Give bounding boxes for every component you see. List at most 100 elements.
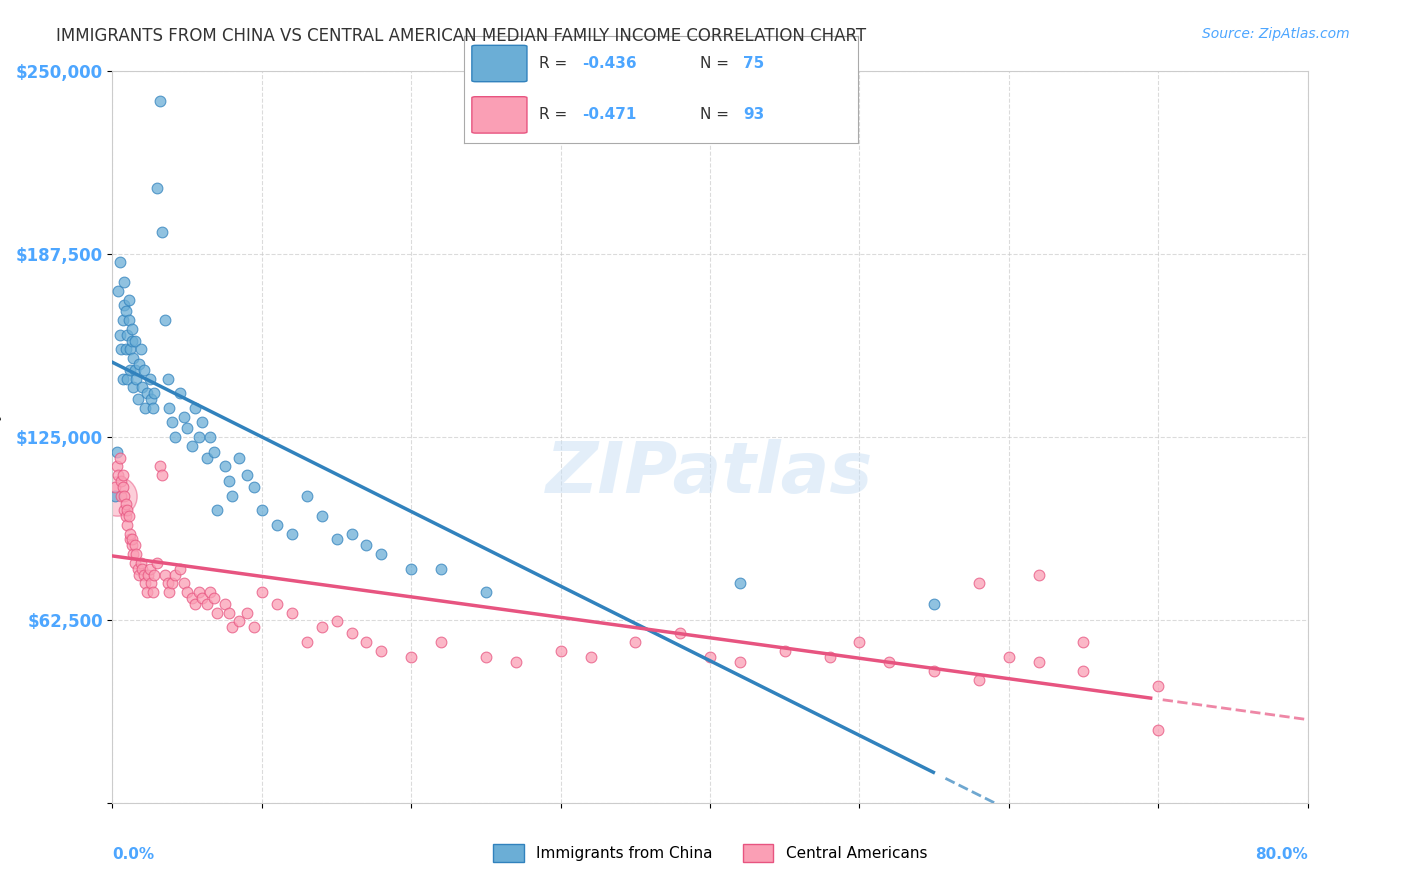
Central Americans [176,585,198,599]
Central Americans [1147,679,1170,693]
Central Americans [579,649,602,664]
Central Americans [624,635,647,649]
Text: 93: 93 [744,107,765,122]
Immigrants from China [356,538,378,552]
Text: 75: 75 [744,56,765,71]
Immigrants from China [115,343,138,357]
Immigrants from China [124,334,146,348]
Central Americans [818,649,841,664]
Central Americans [107,468,129,483]
Text: Source: ZipAtlas.com: Source: ZipAtlas.com [1202,27,1350,41]
Immigrants from China [121,322,143,336]
Central Americans [138,567,160,582]
Immigrants from China [266,517,288,532]
Central Americans [250,585,273,599]
Point [105,489,128,503]
Central Americans [221,620,243,634]
Central Americans [132,567,155,582]
Central Americans [139,562,162,576]
Central Americans [141,576,163,591]
Immigrants from China [475,585,498,599]
Central Americans [142,585,165,599]
Central Americans [1073,664,1095,678]
Immigrants from China [131,380,153,394]
Text: ZIPatlas: ZIPatlas [547,439,873,508]
Central Americans [699,649,721,664]
Immigrants from China [120,363,142,377]
Immigrants from China [142,401,165,415]
Immigrants from China [127,392,149,406]
Immigrants from China [173,409,195,424]
Y-axis label: Median Family Income: Median Family Income [0,344,1,530]
Central Americans [153,567,176,582]
Central Americans [266,597,288,611]
Immigrants from China [183,401,205,415]
Central Americans [117,517,139,532]
Immigrants from China [134,401,156,415]
Immigrants from China [340,526,363,541]
Central Americans [128,567,150,582]
Central Americans [505,656,527,670]
Immigrants from China [370,547,392,561]
Text: R =: R = [538,107,572,122]
Central Americans [110,474,132,488]
Central Americans [202,591,225,605]
Immigrants from China [228,450,250,465]
Immigrants from China [128,357,150,371]
Text: R =: R = [538,56,572,71]
Immigrants from China [922,597,945,611]
Central Americans [214,597,236,611]
Central Americans [121,538,143,552]
Immigrants from China [124,363,146,377]
Immigrants from China [191,416,214,430]
Immigrants from China [111,371,134,385]
Central Americans [998,649,1021,664]
Immigrants from China [401,562,423,576]
Immigrants from China [117,371,139,385]
Text: -0.471: -0.471 [582,107,637,122]
Immigrants from China [129,343,152,357]
Central Americans [243,620,266,634]
Central Americans [156,576,179,591]
Central Americans [879,656,901,670]
Immigrants from China [218,474,240,488]
Central Americans [146,556,169,570]
Central Americans [150,468,173,483]
Central Americans [370,643,392,657]
Immigrants from China [121,334,143,348]
Central Americans [195,597,218,611]
Central Americans [165,567,187,582]
Central Americans [122,547,145,561]
Central Americans [356,635,378,649]
Immigrants from China [122,351,145,365]
Central Americans [218,606,240,620]
Immigrants from China [281,526,304,541]
Immigrants from China [114,275,135,289]
Central Americans [111,480,134,494]
Immigrants from China [111,313,134,327]
Central Americans [124,538,146,552]
Immigrants from China [169,386,191,401]
Immigrants from China [107,284,129,298]
Central Americans [773,643,796,657]
Central Americans [143,567,166,582]
Immigrants from China [108,327,131,342]
Immigrants from China [243,480,266,494]
Legend: Immigrants from China, Central Americans: Immigrants from China, Central Americans [486,838,934,868]
Central Americans [105,459,128,474]
Central Americans [669,626,692,640]
Immigrants from China [114,298,135,312]
Immigrants from China [236,468,259,483]
Text: N =: N = [700,107,734,122]
Central Americans [848,635,870,649]
Central Americans [967,576,990,591]
Central Americans [340,626,363,640]
Central Americans [188,585,211,599]
Immigrants from China [132,363,155,377]
Central Americans [169,562,191,576]
Central Americans [967,673,990,687]
Central Americans [114,503,135,517]
Immigrants from China [153,313,176,327]
Immigrants from China [311,509,333,524]
Immigrants from China [125,371,148,385]
